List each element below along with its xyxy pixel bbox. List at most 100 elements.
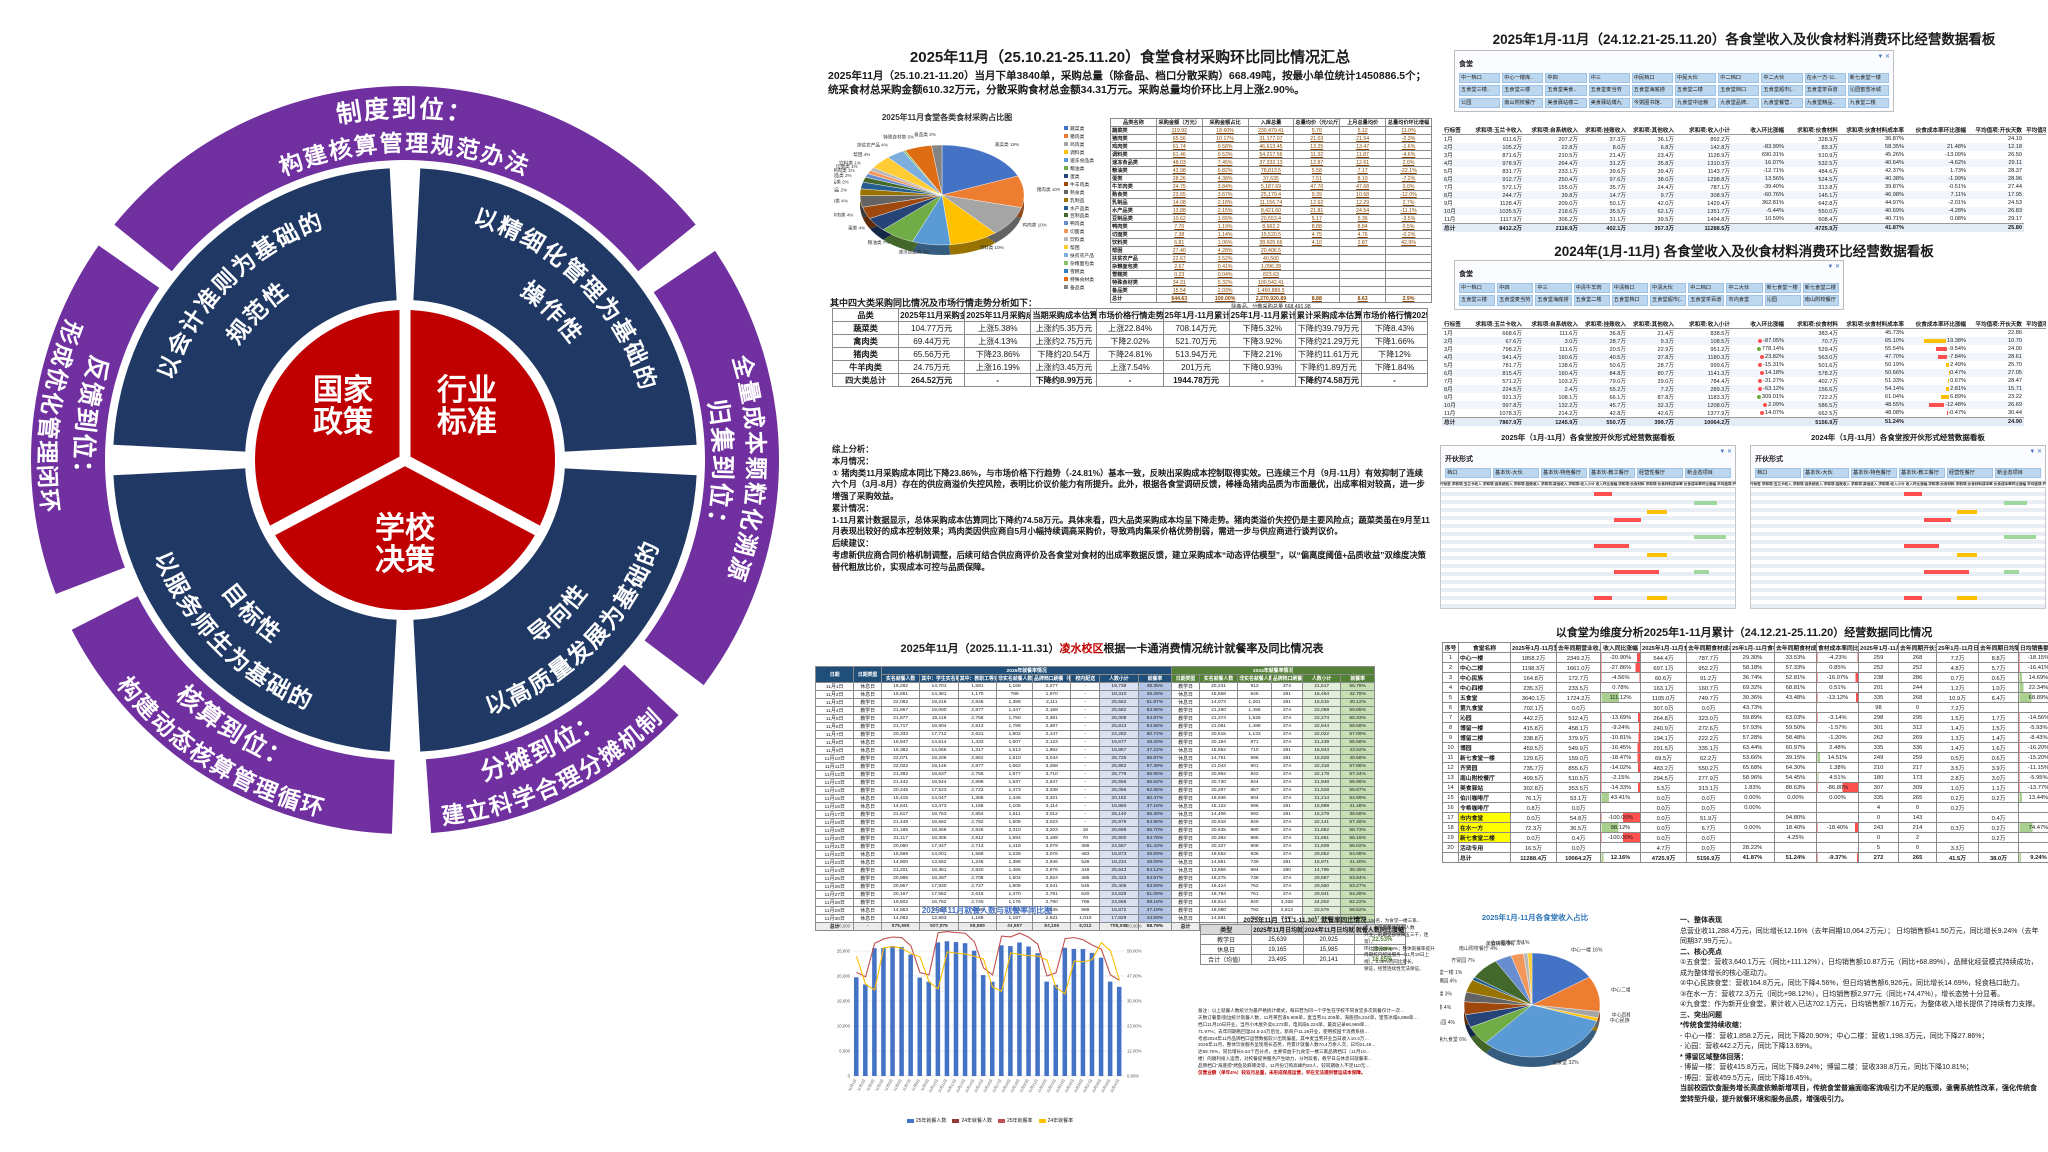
slicer-button[interactable]: 中三	[1535, 283, 1572, 294]
procurement-pie-legend: 蔬菜类 猪肉类 鸡肉类 调料类 速冻食品类 粮油类 蛋类 牛羊肉类 熟食类 乳制品 水产品类 豆制品类…	[1064, 126, 1108, 293]
table-row: 11月20日 教学日 21,117 18,305 2,812 1,594 3,189 70 25…	[814, 834, 1375, 843]
slicer-button[interactable]: 公园	[1459, 97, 1501, 108]
legend-item: 鸡肉类	[1064, 141, 1108, 150]
slicer-button[interactable]: 新业态项目	[1995, 468, 2041, 479]
table-row: 16 令希咖啡厅 0.8万 0.0万 0.0万 0.0万 0.00% 4 0 0.2万	[1442, 802, 2048, 813]
svg-text:0: 0	[848, 1074, 851, 1079]
analysis-line: 后续建议：	[832, 538, 874, 549]
slicer-button[interactable]: 美食驿站博九	[1588, 97, 1630, 108]
slicer-button[interactable]: 五食堂档口	[1611, 295, 1648, 306]
slicer-button[interactable]: 中三	[1588, 73, 1630, 84]
slicer-button[interactable]: 中心一楼库..	[1502, 73, 1544, 84]
table-row: 3 中心民族 164.8万 172.7万 -4.56% 60.6万 91.2万 36.74% 5…	[1442, 672, 2048, 683]
slicer-button[interactable]: 南山附校餐厅	[1802, 295, 1839, 306]
mini-board-2024: 2024年（1月-11月）各食堂按开伙形式经营数据看板 开伙形式 ▼ ✕ 档口 基本伙…	[1750, 432, 2046, 610]
slicer-button[interactable]: 五食堂二楼	[1573, 295, 1610, 306]
table-row: 合计（均值） 23,495 20,141 ↑ 16.65%	[1199, 954, 1407, 965]
slicer-button[interactable]: 中清牛羊肉	[1573, 283, 1610, 294]
slicer-button[interactable]: 基本伙-特色餐厅	[1541, 468, 1587, 479]
bar-2025	[989, 981, 995, 1076]
slicer-button[interactable]: 九食堂餐营..	[1761, 97, 1803, 108]
revenue-dashboards: 2025年1月-11月（24.12.21-25.11.20）各食堂收入及伙食材料…	[1440, 28, 2048, 642]
header-band-row: 日期 日期类型 2025年就餐率情况 2024年就餐率情况	[814, 666, 1375, 683]
slicer-button[interactable]: 中二大伙	[1726, 283, 1763, 294]
slicer-button[interactable]: 档口	[1755, 468, 1801, 479]
bar-2025	[1116, 986, 1122, 1076]
pie-label: 中心民族 1%	[1610, 1017, 1630, 1024]
clear-filter-icon[interactable]: ▼ ✕	[1877, 54, 1890, 60]
slicer-button[interactable]: 中二档口	[1688, 283, 1725, 294]
slicer-button[interactable]: 基本伙-大伙	[1803, 468, 1849, 479]
slicer-label: 食堂	[1459, 271, 1473, 278]
four-category-table: 品类2025年11月采购金额2025年11月采购成本同比去年当期采购成本估算同比…	[831, 308, 1429, 387]
pie-label: 蔬菜类 19%	[995, 141, 1019, 148]
procurement-analysis: 综上分析： 本月情况： ① 猪肉类11月采购成本同比下降23.86%，与市场价格下行…	[832, 444, 1430, 574]
slicer-button[interactable]: 中二档口	[1718, 73, 1760, 84]
slicer-button[interactable]: 中清大伙	[1650, 283, 1687, 294]
bar-2025	[863, 984, 868, 1076]
slicer-button[interactable]: 中二大伙	[1761, 73, 1803, 84]
slicer-button[interactable]: 中民档口	[1631, 73, 1673, 84]
slicer-button[interactable]: 档口	[1445, 468, 1491, 479]
legend-item: 粮油类	[1064, 165, 1108, 174]
slicer-button[interactable]: 五食堂二楼	[1675, 85, 1717, 96]
slicer-button[interactable]: 九食堂精品..	[1804, 97, 1846, 108]
slicer-button[interactable]: 沁园蜜雪冰城	[1847, 85, 1889, 96]
slicer-button[interactable]: 九食堂中运粮	[1675, 97, 1717, 108]
svg-text:11月10日: 11月10日	[927, 1078, 939, 1093]
slicer-button[interactable]: 在水一方-公..	[1804, 73, 1846, 84]
canteen-yoy-report: 以食堂为维度分析2025年1-11月累计（24.12.21-25.11.20）经…	[1423, 624, 2048, 1152]
slicer-button[interactable]: 中四	[1545, 73, 1587, 84]
slicer-button[interactable]: 中一档口	[1459, 283, 1496, 294]
table-row: 9月 921.3万 108.1万 66.1万 87.8万 1183.3万 309.01% 72…	[1444, 394, 2022, 401]
revenue-pie-block: 2025年1月-11月各食堂收入占比 中心一楼 16% 中心二楼 11% 中心四楼 …	[1423, 912, 1643, 1118]
slicer-button[interactable]: 五食堂美食..	[1545, 85, 1587, 96]
slicer-button[interactable]: 五食堂海底捞	[1631, 85, 1673, 96]
slicer-button[interactable]: 五食堂档口	[1718, 85, 1760, 96]
dining-rate-title: 2025年11月（2025.11.1-11.31）凌水校区根据一卡通消费情况统计…	[900, 643, 1324, 655]
slicer-button[interactable]: 五食堂超市(..	[1761, 85, 1803, 96]
svg-text:11月30日: 11月30日	[1109, 1078, 1121, 1093]
slicer-button[interactable]: 五食堂茶百道	[1804, 85, 1846, 96]
slicer-button[interactable]: 沁园	[1764, 295, 1801, 306]
slicer-button[interactable]: 五食堂茶百道	[1688, 295, 1725, 306]
slicer-button[interactable]: 经营性餐厅	[1947, 468, 1993, 479]
slicer-button[interactable]: 五食堂麦当劳	[1497, 295, 1534, 306]
slicer-button[interactable]: 新七食堂一楼	[1764, 283, 1801, 294]
slicer-button[interactable]: 五食堂麦当劳	[1588, 85, 1630, 96]
slicer-button[interactable]: 五食堂三楼..	[1459, 85, 1501, 96]
slicer-button[interactable]: 美食驿站楼二	[1545, 97, 1587, 108]
slicer-button[interactable]: 基本伙-大伙	[1493, 468, 1539, 479]
slicer-button[interactable]: 中一档口	[1459, 73, 1501, 84]
slicer-button[interactable]: 基本伙-教工餐厅	[1589, 468, 1635, 479]
slicer-button[interactable]: 基本伙-特色餐厅	[1851, 468, 1897, 479]
slicer-button[interactable]: 五食堂三楼	[1459, 295, 1496, 306]
slicer-button[interactable]: 中民大伙	[1675, 73, 1717, 84]
slicer-button[interactable]: 五食堂三楼	[1502, 85, 1544, 96]
clear-filter-icon[interactable]: ▼ ✕	[1719, 449, 1732, 455]
clear-filter-icon[interactable]: ▼ ✕	[1827, 264, 1840, 270]
slicer-button[interactable]: 基本伙-教工餐厅	[1899, 468, 1945, 479]
analysis-line: ④九食堂：作为新开业食堂，累计收入已达702.1万元，日均销售额7.16万元，为…	[1680, 1001, 2040, 1008]
slicer-button[interactable]: 五食堂海底捞	[1535, 295, 1572, 306]
legend-item: 乳制品	[1064, 197, 1108, 206]
slicer-button[interactable]: 中清档口	[1611, 283, 1648, 294]
table-row: 11月6日 教学日 21,717 18,904 2,813 1,789 2,387-25,8…	[814, 722, 1375, 731]
slicer-button[interactable]: 经营性餐厅	[1637, 468, 1683, 479]
legend-item: 豆制品类	[1064, 213, 1108, 221]
slicer-button[interactable]: 五食堂超市(..	[1650, 295, 1687, 306]
slicer-button[interactable]: 九食堂品牌..	[1718, 97, 1760, 108]
table-row: 雪糕类 0.23 0.04% 823.63	[1110, 270, 1432, 279]
slicer-button[interactable]: 市内食堂	[1726, 295, 1763, 306]
slicer-button[interactable]: 南山附校餐厅	[1502, 97, 1544, 108]
slicer-button[interactable]: 中四	[1497, 283, 1534, 294]
slicer-button[interactable]: 新七食堂一楼	[1847, 73, 1889, 84]
table-row: 11月14日 教学日 20,245 17,523 2,722 1,473 3,338-25,…	[814, 786, 1375, 795]
bar-2025	[953, 942, 959, 1076]
clear-filter-icon[interactable]: ▼ ✕	[2029, 449, 2042, 455]
slicer-button[interactable]: 新七食堂二楼	[1802, 283, 1839, 294]
campus-highlight: 凌水校区	[1059, 643, 1104, 655]
slicer-button[interactable]: 新业态项目	[1685, 468, 1731, 479]
slicer-button[interactable]: 今粥图书馆..	[1631, 97, 1673, 108]
slicer-button[interactable]: 九食堂二楼	[1847, 97, 1889, 108]
